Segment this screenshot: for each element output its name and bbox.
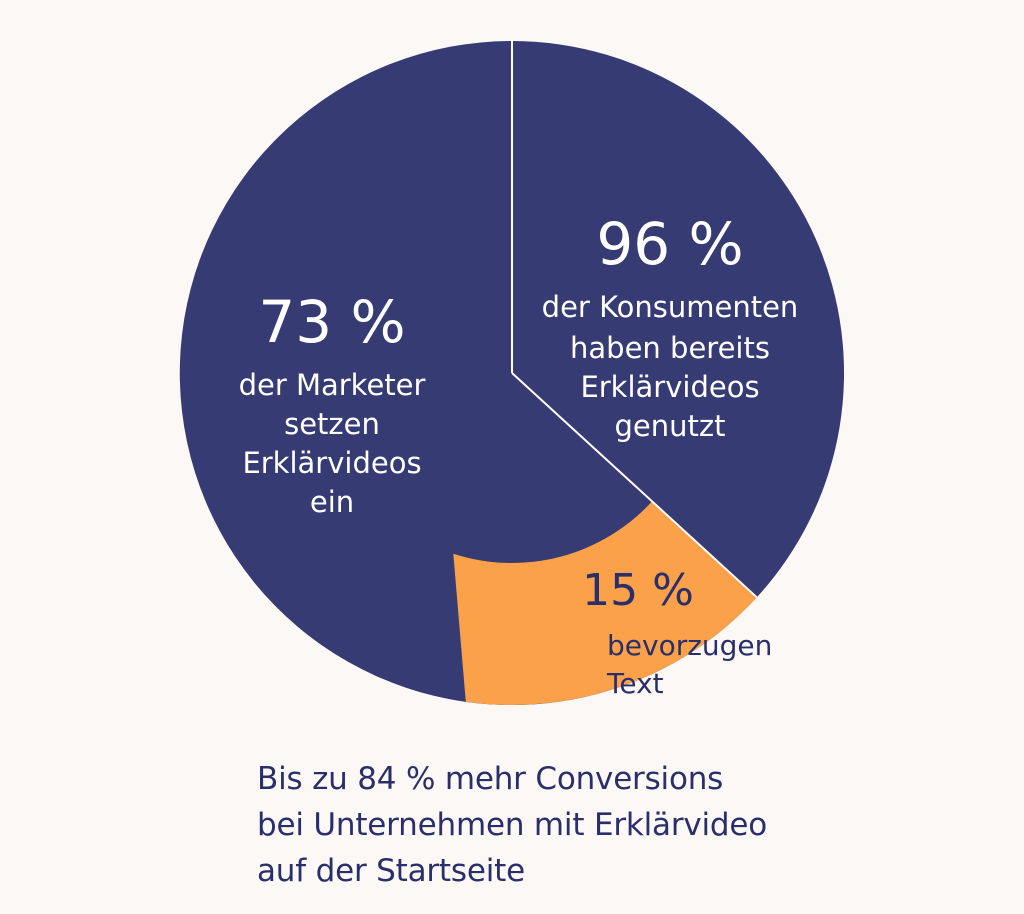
slice-label-konsumenten-line: genutzt [615,409,726,443]
slice-label-marketer-percent: 73 % [258,288,405,356]
pie-slice-marketer [179,40,512,702]
pie-slice-konsumenten [512,41,845,598]
slice-label-marketer-line: ein [310,485,354,519]
slice-label-marketer-line: Erklärvideos [242,446,421,480]
slice-label-marketer-line: der Marketer [239,368,426,402]
slice-label-konsumenten-line: Erklärvideos [580,370,759,404]
pie-slice-text [453,501,757,706]
slice-divider-line [511,372,758,599]
slice-label-konsumenten-line: der Konsumenten [542,290,799,324]
slice-label-text-line: bevorzugen [607,629,772,662]
caption: Bis zu 84 % mehr Conversions bei Unterne… [257,756,997,894]
caption-line: bei Unternehmen mit Erklärvideo [257,807,768,843]
caption-line: Bis zu 84 % mehr Conversions [257,761,724,797]
slice-label-text-percent: 15 % [582,565,694,616]
slice-label-marketer-line: setzen [284,407,380,441]
slice-label-text-line: Text [606,667,664,700]
slice-label-konsumenten-line: haben bereits [570,331,770,365]
pie-chart: 73 % der Marketer setzen Erklärvideos ei… [179,40,845,706]
caption-line: auf der Startseite [257,853,525,889]
slice-label-konsumenten-percent: 96 % [596,210,743,278]
